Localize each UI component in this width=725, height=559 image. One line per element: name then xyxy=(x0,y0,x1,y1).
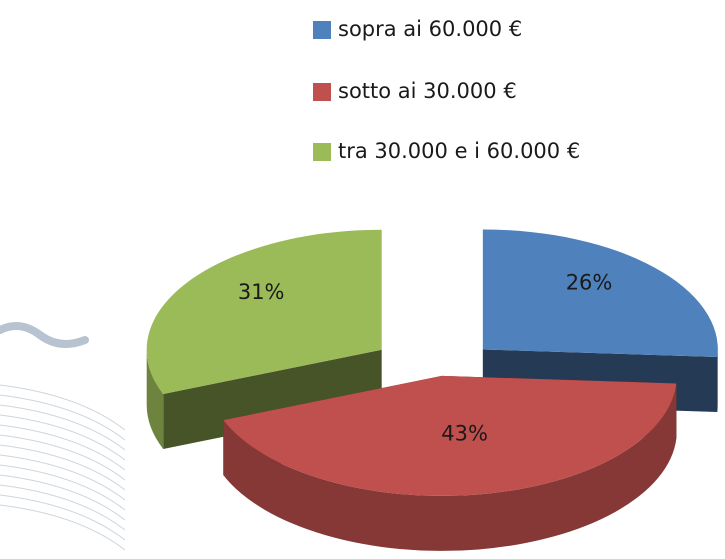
legend-label: sopra ai 60.000 € xyxy=(338,17,522,41)
legend-swatch xyxy=(313,143,331,161)
data-label: 43% xyxy=(441,421,488,445)
legend-swatch xyxy=(313,83,331,101)
legend-label: tra 30.000 e i 60.000 € xyxy=(338,139,580,163)
background-decoration xyxy=(0,326,125,550)
data-label: 31% xyxy=(238,280,285,304)
legend-label: sotto ai 30.000 € xyxy=(338,79,517,103)
chart: sopra ai 60.000 € sotto ai 30.000 € tra 30… xyxy=(0,0,725,559)
data-label: 26% xyxy=(566,271,613,295)
legend-swatch xyxy=(313,21,331,39)
